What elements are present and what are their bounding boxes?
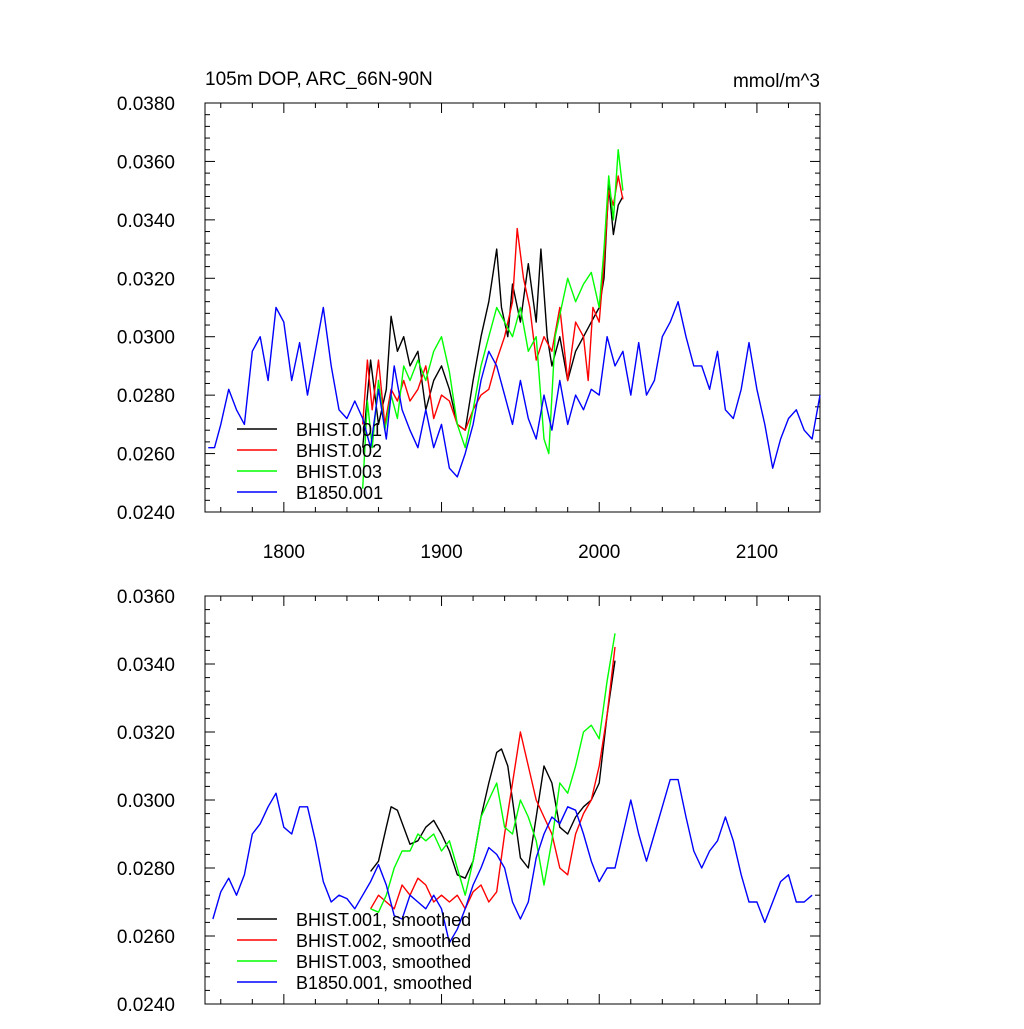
y-tick-label: 0.0360 (117, 587, 175, 608)
series-line (212, 778, 813, 944)
y-tick-label: 0.0240 (117, 503, 175, 524)
x-tick-label: 2000 (578, 542, 620, 563)
top-title-right: mmol/m^3 (733, 71, 820, 92)
y-tick-label: 0.0260 (117, 445, 175, 466)
plot-frame (204, 102, 821, 513)
series-line (362, 148, 624, 489)
legend-label: BHIST.002, smoothed (296, 931, 471, 951)
y-tick-label: 0.0340 (117, 211, 175, 232)
top-panel: 105m DOP, ARC_66N-90N mmol/m^3 0.0240 0.0… (117, 69, 821, 563)
legend-label: BHIST.003 (296, 462, 382, 482)
x-tick-label: 2100 (736, 542, 778, 563)
y-tick-label: 0.0260 (117, 927, 175, 948)
y-tick-label: 0.0280 (117, 386, 175, 407)
x-tick-label: 1800 (263, 542, 305, 563)
y-tick-label: 0.0300 (117, 328, 175, 349)
y-tick-label: 0.0380 (117, 94, 175, 115)
y-tick-label: 0.0320 (117, 723, 175, 744)
legend-label: BHIST.002 (296, 441, 382, 461)
series-line (369, 646, 616, 910)
y-tick-label: 0.0340 (117, 655, 175, 676)
series-line (362, 184, 624, 448)
series-line (370, 633, 616, 913)
y-tick-label: 0.0300 (117, 791, 175, 812)
x-tick-label: 1900 (420, 542, 462, 563)
legend-label: BHIST.001, smoothed (296, 910, 471, 930)
legend-label: B1850.001 (296, 483, 383, 503)
legend-label: BHIST.003, smoothed (296, 952, 471, 972)
y-tick-label: 0.0360 (117, 152, 175, 173)
top-title-left: 105m DOP, ARC_66N-90N (205, 69, 433, 90)
series-line (208, 301, 821, 478)
legend-label: BHIST.001 (296, 420, 382, 440)
legend-label: B1850.001, smoothed (296, 973, 472, 993)
series-line (370, 660, 616, 879)
bottom-panel: 0.0240 0.0260 0.0280 0.0300 0.0320 0.0340 0.03… (117, 587, 821, 1016)
y-tick-label: 0.0240 (117, 995, 175, 1016)
y-tick-label: 0.0280 (117, 859, 175, 880)
y-tick-label: 0.0320 (117, 269, 175, 290)
series-line (362, 175, 624, 431)
